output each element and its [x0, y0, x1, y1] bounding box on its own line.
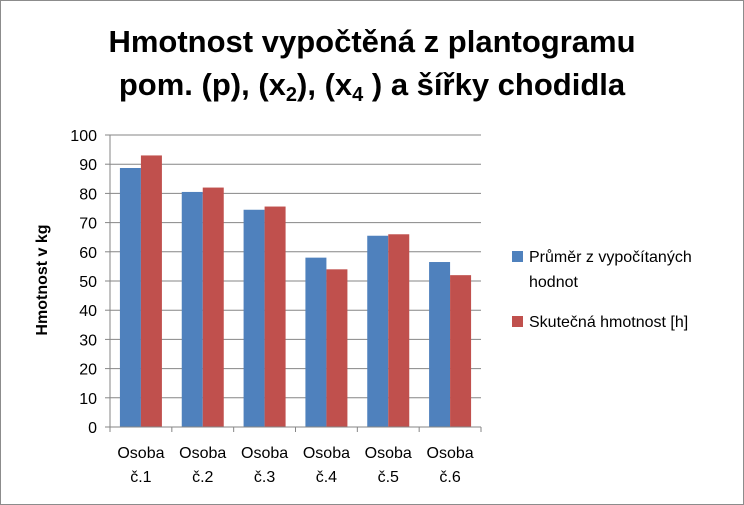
bar: [243, 209, 265, 427]
x-tick-label-line: č.3: [254, 469, 275, 486]
bar: [367, 235, 389, 427]
y-tick-label: 100: [70, 128, 97, 145]
x-tick-label: Osoba č.6: [427, 445, 474, 486]
y-tick-label: 60: [79, 245, 97, 262]
y-tick-label: 70: [79, 216, 97, 233]
x-tick-label-line: Osoba: [117, 445, 164, 462]
y-tick-label: 50: [79, 274, 97, 291]
y-tick-label: 10: [79, 391, 97, 408]
x-tick-label: Osoba č.5: [365, 445, 412, 486]
title-part-mid: ), (x: [297, 67, 353, 102]
x-tick-label: Osoba č.4: [303, 445, 350, 486]
x-tick-label: Osoba č.3: [241, 445, 288, 486]
chart-title-line-2: pom. (p), (x2), (x4 ) a šířky chodidla: [0, 63, 744, 106]
x-tick-label-line: č.6: [439, 469, 460, 486]
gridlines: [110, 134, 481, 399]
title-subscript-2: 4: [352, 84, 364, 106]
legend-swatch: [512, 316, 523, 327]
y-tick-label: 0: [88, 420, 97, 437]
bar: [140, 155, 162, 427]
y-tick-label: 20: [79, 362, 97, 379]
title-subscript-1: 2: [285, 84, 298, 106]
bar: [119, 167, 141, 427]
legend-entry: Průměr z vypočítaných hodnot: [529, 248, 692, 291]
x-tick-label-line: č.5: [378, 469, 399, 486]
x-tick-label-line: č.4: [316, 469, 337, 486]
y-axis-label: Hmotnost v kg: [34, 224, 51, 335]
bar: [388, 234, 410, 427]
legend-entry: Skutečná hmotnost [h]: [529, 314, 688, 331]
x-tick-label-line: Osoba: [179, 445, 226, 462]
y-tick-label: 40: [79, 303, 97, 320]
x-tick-label-line: č.1: [130, 469, 151, 486]
bar: [181, 191, 203, 427]
legend-entry-line: Průměr z vypočítaných: [529, 248, 692, 266]
axes: [105, 134, 482, 432]
y-tick-label: 30: [79, 332, 97, 349]
legend-entry-line: hodnot: [529, 274, 578, 291]
bar: [264, 206, 286, 427]
x-tick-label-line: Osoba: [427, 445, 474, 462]
title-part-prefix: pom. (p), (x: [118, 67, 286, 102]
bar: [450, 275, 472, 427]
y-tick-label: 90: [79, 157, 97, 174]
legend: Průměr z vypočítaných hodnot Skutečná hmot…: [512, 248, 692, 331]
x-tick-label-line: č.2: [192, 469, 213, 486]
chart-title: Hmotnost vypočtěná z plantogramu pom. (p…: [0, 20, 744, 106]
x-tick-label-line: Osoba: [303, 445, 350, 462]
x-tick-label: Osoba č.2: [179, 445, 226, 486]
bars: [119, 155, 472, 427]
bar: [429, 262, 451, 427]
y-tick-labels: 0 10 20 30 40 50 60 70 80 90 100: [70, 128, 97, 437]
x-tick-labels: Osoba č.1 Osoba č.2 Osoba č.3 Osoba č.4 Osoba č.5…: [117, 445, 473, 486]
legend-entry-line: Skutečná hmotnost [h]: [529, 314, 688, 331]
title-part-suffix: ) a šířky chodidla: [363, 67, 626, 102]
chart-title-line-1: Hmotnost vypočtěná z plantogramu: [108, 24, 636, 59]
bar: [305, 257, 327, 427]
legend-swatch: [512, 251, 523, 262]
bar: [202, 187, 224, 427]
y-tick-label: 80: [79, 186, 97, 203]
x-tick-label-line: Osoba: [365, 445, 412, 462]
bar: [326, 269, 348, 427]
x-tick-label-line: Osoba: [241, 445, 288, 462]
x-tick-label: Osoba č.1: [117, 445, 164, 486]
